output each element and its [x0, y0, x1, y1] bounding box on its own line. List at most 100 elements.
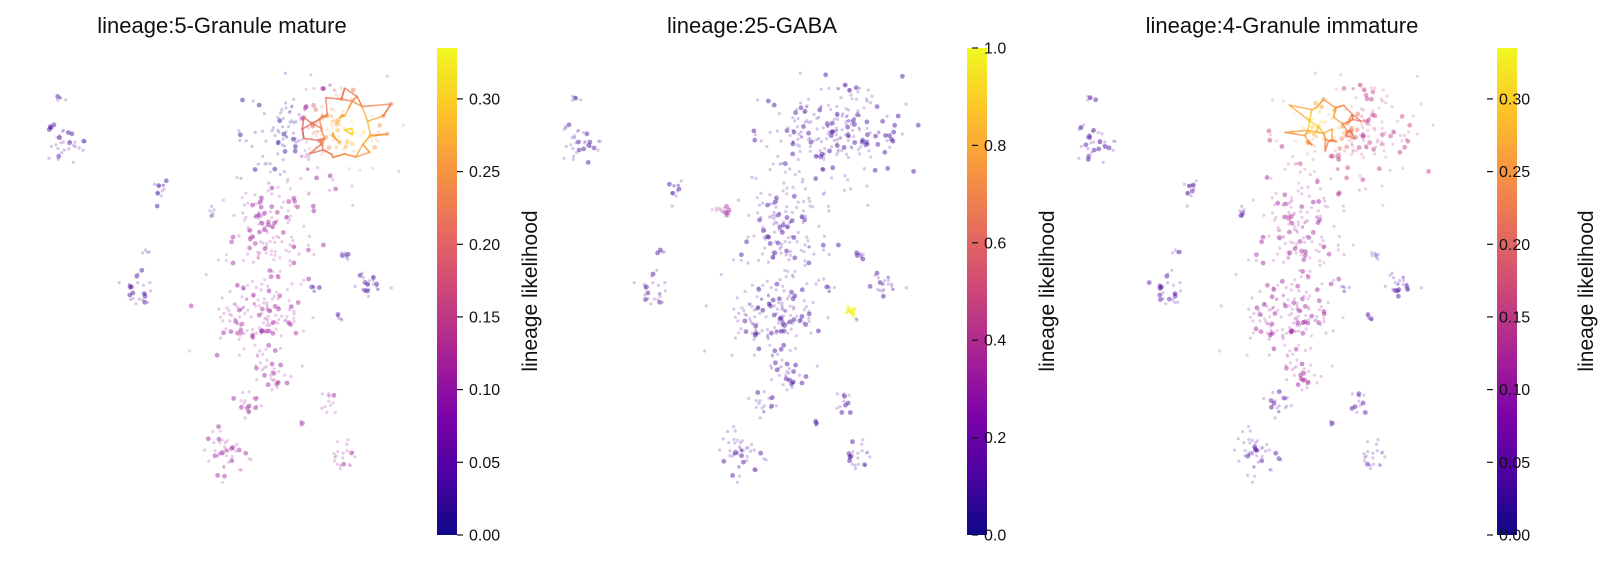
data-point: [282, 149, 288, 154]
data-point: [224, 253, 228, 257]
data-point: [1278, 246, 1282, 250]
data-point: [742, 318, 748, 324]
data-point: [1303, 348, 1307, 353]
data-point: [755, 322, 759, 326]
data-point: [1302, 377, 1308, 383]
data-point: [760, 329, 764, 333]
data-point: [806, 239, 810, 243]
data-point: [285, 180, 289, 184]
data-point: [728, 454, 732, 458]
data-point: [1269, 331, 1273, 335]
data-point: [735, 452, 740, 456]
data-point: [881, 293, 886, 299]
data-point: [786, 320, 790, 325]
data-point: [1372, 462, 1376, 466]
data-point: [1350, 152, 1354, 156]
data-point: [246, 409, 252, 415]
data-point: [228, 312, 232, 316]
data-point: [788, 134, 792, 138]
data-point: [286, 320, 292, 326]
data-point: [232, 213, 236, 217]
data-point: [1332, 224, 1336, 228]
data-point: [72, 143, 76, 147]
data-point: [270, 322, 274, 326]
data-point: [273, 253, 277, 257]
data-point: [731, 454, 735, 458]
data-point: [1284, 331, 1288, 335]
data-point: [1303, 240, 1307, 244]
data-point: [791, 369, 796, 374]
data-point: [385, 74, 389, 78]
data-point: [1370, 112, 1375, 118]
data-point: [299, 421, 303, 425]
data-point: [339, 317, 343, 321]
data-point: [1364, 119, 1370, 124]
network-edge: [1307, 120, 1311, 131]
data-point: [752, 234, 756, 238]
data-point: [1402, 144, 1408, 150]
data-point: [1250, 452, 1255, 456]
network-edge: [308, 142, 323, 155]
data-point: [290, 235, 294, 239]
data-point: [655, 250, 660, 256]
data-point: [1380, 126, 1384, 131]
data-point: [675, 189, 679, 193]
data-point: [842, 399, 846, 403]
data-point: [1289, 288, 1293, 292]
data-point: [1358, 394, 1362, 398]
colorbar-tick-label: 0.2: [984, 430, 1006, 447]
data-point: [735, 480, 740, 484]
data-point: [271, 370, 277, 376]
network-edge: [318, 119, 323, 129]
data-point: [376, 139, 380, 143]
data-point: [726, 429, 730, 434]
data-point: [1352, 404, 1358, 409]
data-point: [853, 85, 859, 91]
data-point: [1277, 410, 1281, 414]
data-point: [247, 410, 251, 414]
data-point: [1157, 292, 1163, 298]
data-point: [864, 97, 869, 101]
data-point: [656, 283, 661, 287]
data-point: [1326, 300, 1330, 305]
data-point: [1289, 404, 1293, 408]
data-point: [1267, 353, 1271, 357]
data-point: [847, 119, 851, 123]
data-point: [753, 133, 757, 137]
data-point: [333, 186, 338, 192]
data-point: [1401, 278, 1405, 282]
data-point: [1275, 297, 1279, 301]
data-point: [314, 134, 318, 138]
data-point: [733, 336, 738, 340]
data-point: [289, 374, 293, 379]
data-point: [1375, 442, 1379, 446]
data-point: [802, 199, 806, 204]
data-point: [1351, 243, 1355, 247]
network-edge: [1289, 104, 1312, 111]
data-point: [1299, 210, 1303, 214]
data-point: [225, 439, 229, 443]
data-point: [1358, 174, 1362, 178]
network-edge: [1322, 132, 1326, 139]
data-point: [1356, 145, 1362, 150]
data-point: [162, 187, 166, 191]
data-point: [814, 282, 818, 286]
data-point: [842, 83, 847, 87]
data-point: [1310, 240, 1314, 244]
data-point: [875, 142, 881, 147]
data-point: [821, 154, 826, 158]
data-point: [1185, 191, 1189, 195]
data-point: [745, 459, 749, 463]
data-point: [58, 96, 62, 100]
data-point: [1286, 298, 1290, 302]
data-point: [297, 112, 301, 117]
data-point: [718, 448, 722, 452]
data-point: [270, 297, 274, 301]
data-point: [1173, 248, 1177, 252]
data-point: [1359, 107, 1363, 111]
data-point: [254, 213, 260, 219]
data-point: [288, 120, 292, 124]
data-point: [218, 452, 222, 456]
data-point: [789, 220, 793, 224]
data-point: [791, 185, 795, 189]
